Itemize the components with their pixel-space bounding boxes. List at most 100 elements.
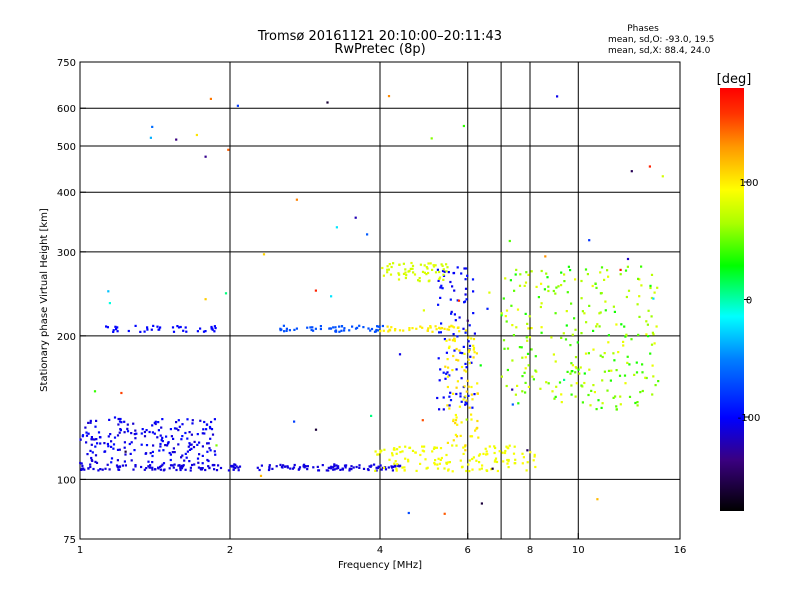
data-point: [459, 395, 462, 398]
data-point: [637, 277, 640, 280]
data-point: [554, 360, 557, 363]
x-tick-label: 4: [377, 545, 383, 556]
data-point: [283, 330, 286, 333]
data-point: [445, 263, 448, 266]
data-point: [636, 401, 639, 404]
data-point: [90, 443, 93, 446]
data-point: [116, 330, 119, 333]
data-point: [540, 282, 543, 285]
data-point: [527, 385, 530, 388]
data-point: [151, 454, 154, 458]
data-point: [470, 361, 473, 364]
data-point: [540, 326, 543, 329]
data-point: [486, 453, 489, 456]
data-point: [388, 263, 391, 266]
data-point: [440, 263, 443, 266]
data-point: [190, 447, 193, 450]
data-point: [606, 269, 609, 272]
data-point: [599, 354, 602, 357]
data-point: [500, 375, 503, 378]
data-point: [458, 316, 461, 319]
data-point: [437, 303, 440, 306]
data-point: [377, 465, 380, 468]
data-point: [609, 379, 612, 382]
data-point: [213, 468, 216, 471]
chart-subtitle: RwPretec (8p): [334, 42, 425, 57]
data-point: [396, 448, 399, 451]
data-point: [518, 346, 521, 349]
data-point: [168, 467, 171, 470]
data-point: [306, 465, 309, 468]
data-point: [580, 332, 583, 335]
data-point: [649, 352, 652, 355]
data-point: [183, 459, 186, 462]
data-point: [118, 420, 122, 423]
data-point: [94, 425, 97, 428]
data-point: [188, 442, 191, 445]
data-point: [460, 377, 463, 380]
data-point: [339, 468, 342, 471]
data-point: [596, 323, 599, 326]
data-point: [448, 325, 451, 328]
data-point: [404, 276, 407, 280]
data-point: [437, 457, 440, 460]
data-point: [618, 374, 622, 377]
data-point: [522, 456, 525, 459]
data-point: [375, 328, 378, 332]
data-point: [526, 352, 530, 355]
data-point: [182, 464, 185, 467]
data-point: [580, 279, 583, 283]
data-point: [462, 446, 465, 449]
data-point: [644, 376, 647, 379]
data-point: [641, 371, 644, 374]
data-point: [528, 336, 531, 339]
data-point: [99, 442, 102, 445]
data-point: [232, 468, 235, 471]
data-point: [196, 330, 199, 333]
data-point: [514, 393, 517, 396]
data-point: [527, 327, 530, 330]
data-point: [237, 469, 240, 472]
data-point: [470, 413, 473, 416]
data-point: [456, 423, 459, 426]
data-point: [163, 468, 166, 471]
data-point: [333, 463, 336, 466]
data-point: [172, 447, 175, 450]
data-point: [86, 453, 89, 456]
data-point: [439, 286, 442, 289]
data-point: [612, 305, 615, 308]
data-point: [565, 324, 568, 327]
data-point: [626, 361, 629, 364]
data-point: [391, 454, 394, 457]
data-point: [159, 326, 162, 329]
data-point: [116, 434, 120, 437]
data-point: [565, 310, 568, 313]
data-point: [514, 458, 517, 461]
data-point: [545, 381, 548, 384]
data-point: [143, 468, 146, 471]
data-point: [512, 334, 515, 337]
data-point: [90, 436, 93, 439]
data-point: [113, 436, 117, 439]
data-point: [211, 433, 215, 436]
data-point: [214, 453, 217, 456]
data-point: [310, 328, 313, 332]
data-point: [370, 327, 374, 331]
data-point: [547, 285, 550, 288]
data-point: [462, 327, 465, 330]
data-point: [192, 446, 196, 449]
data-point: [442, 273, 445, 276]
data-point: [366, 233, 369, 236]
data-point: [348, 329, 351, 332]
data-point: [95, 438, 98, 441]
data-point: [512, 452, 516, 455]
data-point: [340, 329, 343, 332]
data-point: [126, 430, 130, 433]
data-point: [282, 324, 285, 327]
data-point: [619, 268, 622, 271]
data-point: [143, 430, 146, 434]
data-point: [112, 329, 115, 332]
data-point: [467, 336, 470, 339]
data-point: [154, 468, 157, 471]
